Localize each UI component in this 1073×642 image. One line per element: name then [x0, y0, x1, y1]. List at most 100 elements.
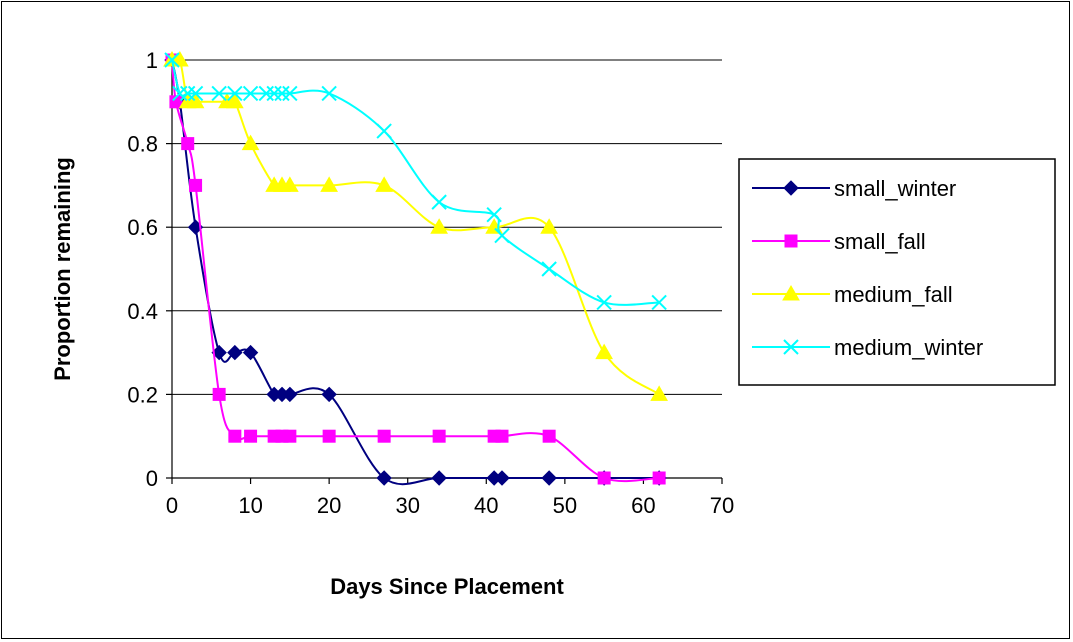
data-point	[212, 387, 226, 401]
legend-label: small_fall	[834, 229, 926, 254]
data-point	[181, 137, 195, 151]
data-point	[431, 470, 447, 486]
y-tick-label: 0.2	[127, 382, 158, 407]
data-point	[321, 386, 337, 403]
legend-marker	[782, 284, 800, 301]
data-point	[189, 178, 203, 192]
data-point	[172, 85, 188, 102]
data-point	[542, 429, 556, 443]
data-point	[320, 176, 339, 192]
data-point	[651, 294, 667, 311]
x-marker-stroke	[376, 123, 392, 139]
y-tick-label: 0.6	[127, 215, 158, 240]
data-point	[495, 429, 509, 443]
plot-area	[172, 60, 722, 478]
data-point	[650, 385, 669, 401]
data-point	[258, 85, 274, 102]
x-marker-stroke	[321, 85, 337, 102]
x-marker-stroke	[274, 85, 290, 102]
x-tick-label: 30	[395, 493, 419, 518]
legend-marker	[783, 339, 799, 355]
data-point	[187, 85, 204, 102]
data-point	[430, 218, 449, 234]
x-marker-stroke	[258, 85, 274, 102]
data-point	[596, 294, 612, 311]
data-point	[180, 85, 196, 102]
x-tick-label: 70	[710, 493, 734, 518]
data-point	[432, 429, 446, 443]
data-point	[597, 471, 611, 485]
data-point	[376, 470, 392, 486]
x-tick-label: 10	[238, 493, 262, 518]
legend-item-medium_fall: medium_fall	[752, 282, 953, 307]
data-point	[431, 194, 447, 210]
legend-item-small_winter: small_winter	[752, 176, 956, 201]
x-marker-stroke	[227, 85, 243, 102]
x-marker-stroke	[211, 85, 227, 102]
x-marker-stroke	[282, 85, 298, 102]
data-point	[486, 206, 502, 223]
x-tick-label: 0	[166, 493, 178, 518]
x-marker-stroke	[783, 339, 799, 355]
data-point	[241, 134, 260, 151]
data-point	[169, 95, 183, 109]
x-marker-stroke	[187, 85, 204, 102]
data-point	[282, 85, 298, 102]
data-point	[541, 470, 557, 486]
legend-label: medium_fall	[834, 282, 953, 307]
data-point	[186, 92, 205, 109]
data-point	[164, 52, 180, 68]
legend: small_winter small_fall medium_fall medium_…	[738, 158, 1056, 386]
data-point	[652, 471, 666, 485]
data-point	[225, 92, 244, 109]
data-point	[228, 429, 242, 443]
x-marker-stroke	[180, 85, 196, 102]
series-layer	[163, 50, 669, 486]
x-axis-title: Days Since Placement	[330, 574, 564, 599]
data-point	[280, 176, 299, 192]
data-point	[227, 344, 243, 361]
series-medium_winter	[164, 52, 667, 311]
x-marker-stroke	[242, 85, 259, 102]
data-point	[211, 85, 227, 102]
legend-item-small_fall: small_fall	[752, 229, 926, 254]
data-point	[266, 85, 282, 102]
x-marker-stroke	[494, 227, 510, 244]
gridlines	[172, 59, 722, 395]
x-marker-stroke	[541, 261, 557, 277]
data-point	[242, 85, 259, 102]
data-point	[375, 176, 394, 192]
data-point	[494, 227, 510, 244]
x-marker-stroke	[266, 85, 282, 102]
x-tick-label: 20	[317, 493, 341, 518]
y-tick-labels: 0 0.2 0.4 0.6 0.8 1	[127, 48, 158, 491]
x-marker-stroke	[651, 294, 667, 311]
data-point	[541, 261, 557, 277]
x-marker-stroke	[172, 85, 188, 102]
data-point	[244, 429, 258, 443]
x-marker-stroke	[596, 294, 612, 311]
data-point	[595, 343, 614, 360]
legend-label: medium_winter	[834, 335, 983, 360]
y-axis-title: Proportion remaining	[50, 157, 75, 381]
legend-item-medium_winter: medium_winter	[752, 335, 983, 360]
x-tick-label: 50	[553, 493, 577, 518]
x-marker-stroke	[431, 194, 447, 210]
data-point	[321, 85, 337, 102]
data-point	[322, 429, 336, 443]
data-point	[540, 218, 559, 234]
x-marker-stroke	[164, 52, 180, 68]
data-point	[283, 429, 297, 443]
legend-label: small_winter	[834, 176, 956, 201]
data-point	[242, 344, 259, 361]
x-tick-labels: 0 10 20 30 40 50 60 70	[166, 493, 734, 518]
x-tick-label: 40	[474, 493, 498, 518]
data-point	[227, 85, 243, 102]
legend-items: small_winter small_fall medium_fall medium_…	[752, 176, 983, 360]
data-point	[274, 85, 290, 102]
legend-marker	[784, 234, 798, 248]
x-tick-label: 60	[631, 493, 655, 518]
series-medium_fall	[163, 50, 669, 401]
